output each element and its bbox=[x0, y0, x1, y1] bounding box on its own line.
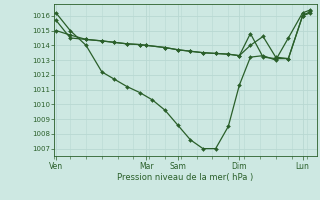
X-axis label: Pression niveau de la mer( hPa ): Pression niveau de la mer( hPa ) bbox=[117, 173, 254, 182]
